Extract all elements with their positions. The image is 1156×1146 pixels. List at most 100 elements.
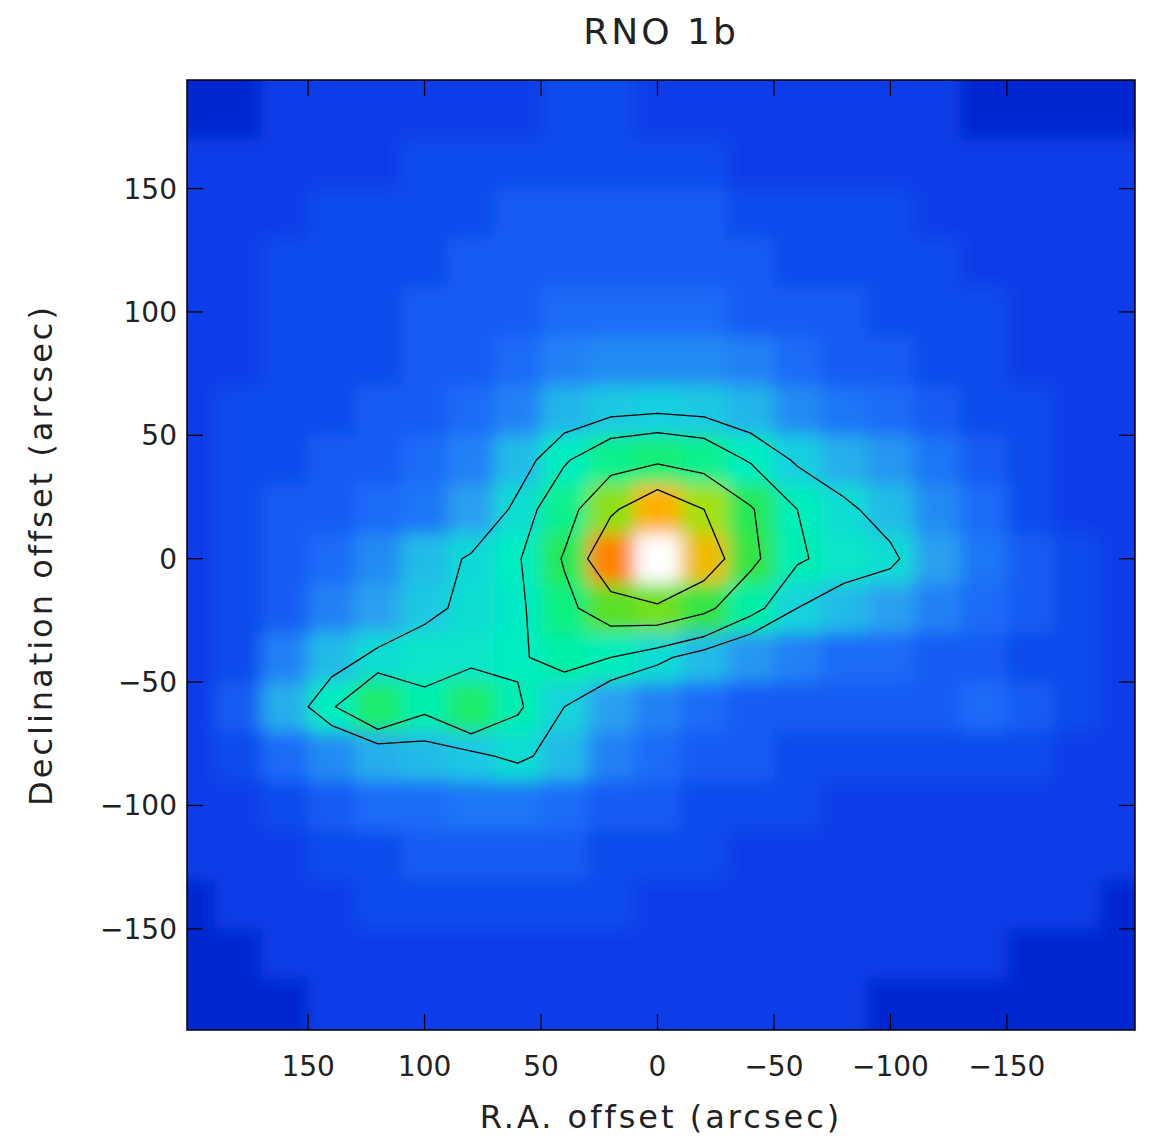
cell: [727, 583, 774, 633]
cell: [1100, 731, 1135, 781]
cell: [1007, 830, 1054, 880]
cell: [1007, 929, 1054, 979]
y-tick: [1119, 188, 1135, 189]
y-tick-label: 150: [124, 173, 177, 206]
cell: [355, 337, 402, 387]
cell: [821, 929, 868, 979]
cell: [1100, 485, 1135, 535]
cell: [401, 435, 448, 485]
y-tick-label: −50: [118, 666, 177, 699]
x-tick: [540, 80, 541, 96]
cell: [494, 80, 541, 90]
cell: [588, 139, 635, 189]
cell: [448, 139, 495, 189]
cell: [821, 238, 868, 288]
cell: [867, 682, 914, 732]
cell: [308, 583, 355, 633]
cell: [960, 435, 1007, 485]
cell: [262, 386, 309, 436]
cell: [960, 830, 1007, 880]
cell: [821, 80, 868, 90]
cell: [634, 682, 681, 732]
cell: [448, 238, 495, 288]
cell: [960, 238, 1007, 288]
cell: [727, 139, 774, 189]
cell: [215, 830, 262, 880]
cell: [1100, 337, 1135, 387]
cell: [187, 139, 216, 189]
plot-background: [187, 80, 1135, 1030]
cell: [588, 238, 635, 288]
cell: [355, 485, 402, 535]
cell: [215, 287, 262, 337]
cell: [1053, 781, 1100, 831]
cell: [494, 238, 541, 288]
x-tick: [307, 1014, 308, 1030]
cell: [727, 978, 774, 1028]
cell: [215, 435, 262, 485]
cell: [187, 830, 216, 880]
cell: [355, 978, 402, 1028]
cell: [401, 682, 448, 732]
cell: [774, 929, 821, 979]
cell: [308, 435, 355, 485]
cell: [448, 830, 495, 880]
cell: [867, 781, 914, 831]
cell: [308, 90, 355, 140]
cell: [401, 337, 448, 387]
cell: [1007, 978, 1054, 1028]
cell: [262, 139, 309, 189]
cell: [681, 386, 728, 436]
cell: [681, 80, 728, 90]
cell: [681, 830, 728, 880]
cell: [355, 90, 402, 140]
chart: 150100500−50−100−150−150−100−50050100150…: [0, 0, 1156, 1146]
cell: [541, 90, 588, 140]
x-tick: [1006, 80, 1007, 96]
cell: [494, 583, 541, 633]
cell: [867, 287, 914, 337]
cell: [634, 485, 681, 535]
cell: [634, 435, 681, 485]
cell: [867, 633, 914, 683]
cell: [588, 534, 635, 584]
cell: [215, 386, 262, 436]
cell: [681, 978, 728, 1028]
cell: [1007, 583, 1054, 633]
cell: [914, 189, 961, 239]
cell: [1007, 80, 1054, 90]
cell: [187, 485, 216, 535]
cell: [541, 978, 588, 1028]
cell: [867, 189, 914, 239]
cell: [634, 90, 681, 140]
cell: [187, 534, 216, 584]
cell: [867, 386, 914, 436]
x-tick: [424, 1014, 425, 1030]
cell: [448, 386, 495, 436]
cell: [727, 80, 774, 90]
contour: [308, 413, 900, 763]
cell: [867, 238, 914, 288]
x-tick: [657, 80, 658, 96]
cell: [867, 435, 914, 485]
x-tick: [540, 1014, 541, 1030]
cell: [681, 337, 728, 387]
cell: [960, 781, 1007, 831]
cell: [960, 731, 1007, 781]
y-tick: [187, 681, 203, 682]
cell: [448, 978, 495, 1028]
y-tick: [1119, 805, 1135, 806]
cell: [1100, 386, 1135, 436]
cell: [1007, 633, 1054, 683]
y-tick: [187, 558, 203, 559]
cell: [727, 238, 774, 288]
cell: [1007, 189, 1054, 239]
cell: [355, 238, 402, 288]
cell: [1053, 682, 1100, 732]
frame: [187, 80, 1135, 1030]
cell: [821, 386, 868, 436]
cell: [774, 682, 821, 732]
cell: [821, 781, 868, 831]
cell: [821, 879, 868, 929]
cell: [681, 583, 728, 633]
